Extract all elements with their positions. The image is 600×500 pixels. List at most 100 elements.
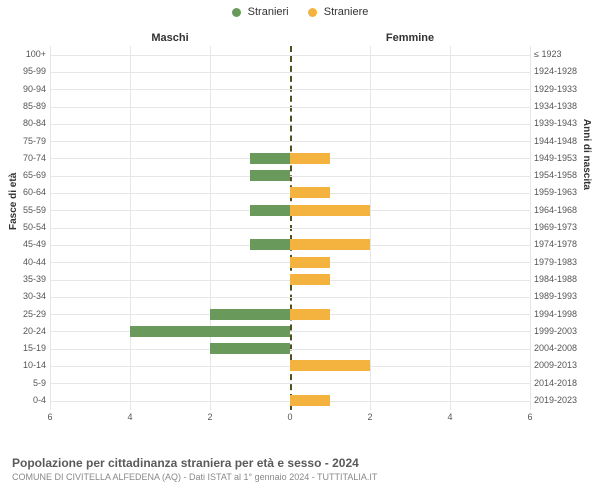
age-row: 75-791944-1948 xyxy=(50,133,530,150)
age-row: 45-491974-1978 xyxy=(50,236,530,253)
x-tick: 6 xyxy=(527,412,532,422)
age-row: 10-142009-2013 xyxy=(50,357,530,374)
age-row: 5-92014-2018 xyxy=(50,375,530,392)
footer: Popolazione per cittadinanza straniera p… xyxy=(12,456,588,482)
age-label: 60-64 xyxy=(6,184,46,201)
gridline-vertical xyxy=(530,46,531,410)
age-row: 25-291994-1998 xyxy=(50,306,530,323)
birth-year-label: 1974-1978 xyxy=(534,236,594,253)
legend-label-male: Stranieri xyxy=(248,6,289,18)
age-row: 55-591964-1968 xyxy=(50,202,530,219)
bar-male xyxy=(130,326,290,337)
bar-female xyxy=(290,274,330,285)
x-tick: 2 xyxy=(207,412,212,422)
age-row: 100+≤ 1923 xyxy=(50,46,530,63)
column-header-female: Femmine xyxy=(386,32,434,44)
gridline-horizontal xyxy=(50,331,530,332)
age-label: 20-24 xyxy=(6,323,46,340)
age-label: 55-59 xyxy=(6,202,46,219)
age-row: 40-441979-1983 xyxy=(50,254,530,271)
age-row: 50-541969-1973 xyxy=(50,219,530,236)
grid: 100+≤ 192395-991924-192890-941929-193385… xyxy=(50,46,530,410)
birth-year-label: 1999-2003 xyxy=(534,323,594,340)
birth-year-label: 1949-1953 xyxy=(534,150,594,167)
x-axis: 6 4 2 0 2 4 6 xyxy=(50,412,530,426)
gridline-horizontal xyxy=(50,176,530,177)
birth-year-label: 1979-1983 xyxy=(534,254,594,271)
birth-year-label: 1964-1968 xyxy=(534,202,594,219)
bar-male xyxy=(250,170,290,181)
plot-area: Maschi Femmine 100+≤ 192395-991924-19289… xyxy=(50,30,530,430)
bar-female xyxy=(290,239,370,250)
birth-year-label: 1984-1988 xyxy=(534,271,594,288)
bar-female xyxy=(290,309,330,320)
bar-female xyxy=(290,257,330,268)
bar-female xyxy=(290,395,330,406)
x-tick: 6 xyxy=(47,412,52,422)
gridline-horizontal xyxy=(50,55,530,56)
birth-year-label: 1924-1928 xyxy=(534,63,594,80)
birth-year-label: 1944-1948 xyxy=(534,133,594,150)
age-row: 15-192004-2008 xyxy=(50,340,530,357)
x-tick: 2 xyxy=(368,412,373,422)
birth-year-label: 1929-1933 xyxy=(534,81,594,98)
bar-male xyxy=(250,205,290,216)
population-pyramid-chart: Stranieri Straniere Fasce di età Anni di… xyxy=(0,0,600,500)
age-label: 100+ xyxy=(6,46,46,63)
birth-year-label: 2004-2008 xyxy=(534,340,594,357)
age-row: 20-241999-2003 xyxy=(50,323,530,340)
footer-title: Popolazione per cittadinanza straniera p… xyxy=(12,456,588,470)
age-row: 90-941929-1933 xyxy=(50,81,530,98)
age-label: 80-84 xyxy=(6,115,46,132)
birth-year-label: 1954-1958 xyxy=(534,167,594,184)
age-label: 5-9 xyxy=(6,375,46,392)
legend-item-female: Straniere xyxy=(308,6,369,18)
age-row: 85-891934-1938 xyxy=(50,98,530,115)
age-label: 0-4 xyxy=(6,392,46,409)
bar-female xyxy=(290,360,370,371)
legend-swatch-male xyxy=(232,8,241,17)
legend-swatch-female xyxy=(308,8,317,17)
bar-female xyxy=(290,205,370,216)
age-label: 65-69 xyxy=(6,167,46,184)
age-row: 60-641959-1963 xyxy=(50,184,530,201)
column-header-male: Maschi xyxy=(151,32,188,44)
age-row: 65-691954-1958 xyxy=(50,167,530,184)
bar-male xyxy=(250,153,290,164)
birth-year-label: 1959-1963 xyxy=(534,184,594,201)
age-label: 70-74 xyxy=(6,150,46,167)
gridline-horizontal xyxy=(50,107,530,108)
birth-year-label: 2014-2018 xyxy=(534,375,594,392)
gridline-horizontal xyxy=(50,383,530,384)
age-label: 40-44 xyxy=(6,254,46,271)
footer-subtitle: COMUNE DI CIVITELLA ALFEDENA (AQ) - Dati… xyxy=(12,472,588,482)
gridline-horizontal xyxy=(50,72,530,73)
birth-year-label: 1939-1943 xyxy=(534,115,594,132)
legend: Stranieri Straniere xyxy=(0,0,600,18)
age-label: 75-79 xyxy=(6,133,46,150)
x-tick: 4 xyxy=(128,412,133,422)
age-label: 85-89 xyxy=(6,98,46,115)
age-label: 35-39 xyxy=(6,271,46,288)
birth-year-label: 2019-2023 xyxy=(534,392,594,409)
age-label: 50-54 xyxy=(6,219,46,236)
bar-female xyxy=(290,153,330,164)
gridline-horizontal xyxy=(50,89,530,90)
birth-year-label: 2009-2013 xyxy=(534,357,594,374)
age-label: 10-14 xyxy=(6,357,46,374)
age-row: 70-741949-1953 xyxy=(50,150,530,167)
gridline-horizontal xyxy=(50,124,530,125)
birth-year-label: ≤ 1923 xyxy=(534,46,594,63)
bar-female xyxy=(290,187,330,198)
legend-label-female: Straniere xyxy=(324,6,369,18)
x-tick: 4 xyxy=(447,412,452,422)
age-label: 30-34 xyxy=(6,288,46,305)
birth-year-label: 1934-1938 xyxy=(534,98,594,115)
age-row: 80-841939-1943 xyxy=(50,115,530,132)
x-tick: 0 xyxy=(287,412,292,422)
gridline-horizontal xyxy=(50,228,530,229)
age-row: 30-341989-1993 xyxy=(50,288,530,305)
age-row: 0-42019-2023 xyxy=(50,392,530,409)
gridline-horizontal xyxy=(50,141,530,142)
age-label: 90-94 xyxy=(6,81,46,98)
